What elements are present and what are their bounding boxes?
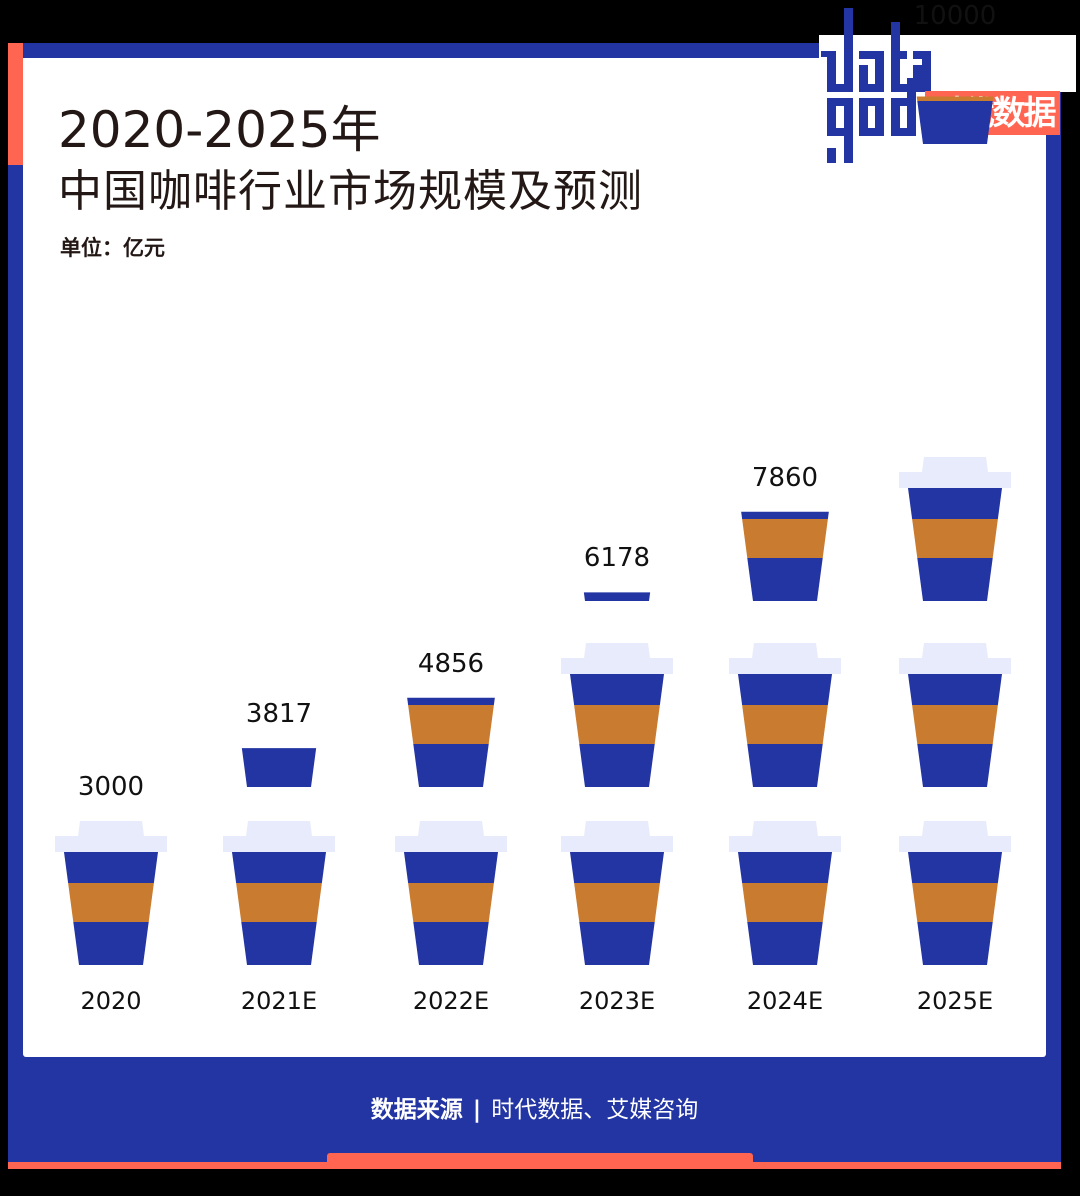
value-label: 6178 <box>583 543 651 574</box>
value-label: 10000 <box>913 1 997 31</box>
category-label: 2022E <box>412 987 490 1015</box>
coffee-cup-icon <box>899 457 1011 601</box>
coffee-cup-icon <box>55 821 167 965</box>
source-value: 时代数据、艾媒咨询 <box>491 1097 699 1123</box>
partial-coffee-cup-icon <box>561 457 673 601</box>
partial-coffee-cup-icon <box>223 643 335 787</box>
data-source: 数据来源 | 时代数据、艾媒咨询 <box>0 1092 1069 1128</box>
coffee-cup-icon <box>899 643 1011 787</box>
chart-panel <box>23 58 1046 1057</box>
datagood-logo-icon <box>821 8 931 163</box>
value-label: 7860 <box>751 462 819 493</box>
partial-coffee-cup-icon <box>729 457 841 601</box>
coffee-cup-icon <box>223 821 335 965</box>
category-label: 2021E <box>240 987 318 1015</box>
footer-accent-tab <box>327 1153 753 1169</box>
coffee-cup-icon <box>561 643 673 787</box>
source-separator: | <box>472 1097 482 1123</box>
coffee-cup-icon <box>899 821 1011 965</box>
coffee-cup-icon <box>729 821 841 965</box>
chart-title-line2: 中国咖啡行业市场规模及预测 <box>58 166 643 217</box>
coffee-cup-icon <box>561 821 673 965</box>
value-label: 3817 <box>245 699 313 730</box>
partial-coffee-cup-icon <box>899 0 1011 144</box>
chart-title-line1: 2020-2025年 <box>58 101 381 159</box>
coffee-cup-icon <box>395 821 507 965</box>
accent-strip-left <box>8 43 23 165</box>
coffee-cup-icon <box>729 643 841 787</box>
unit-label: 单位：亿元 <box>60 236 165 260</box>
category-label: 2023E <box>578 987 656 1015</box>
value-label: 3000 <box>77 772 145 802</box>
partial-coffee-cup-icon <box>395 643 507 787</box>
value-label: 4856 <box>417 648 485 679</box>
category-label: 2024E <box>746 987 824 1015</box>
category-label: 2025E <box>916 987 994 1015</box>
category-label: 2020 <box>80 987 142 1015</box>
source-label: 数据来源 <box>370 1097 463 1123</box>
